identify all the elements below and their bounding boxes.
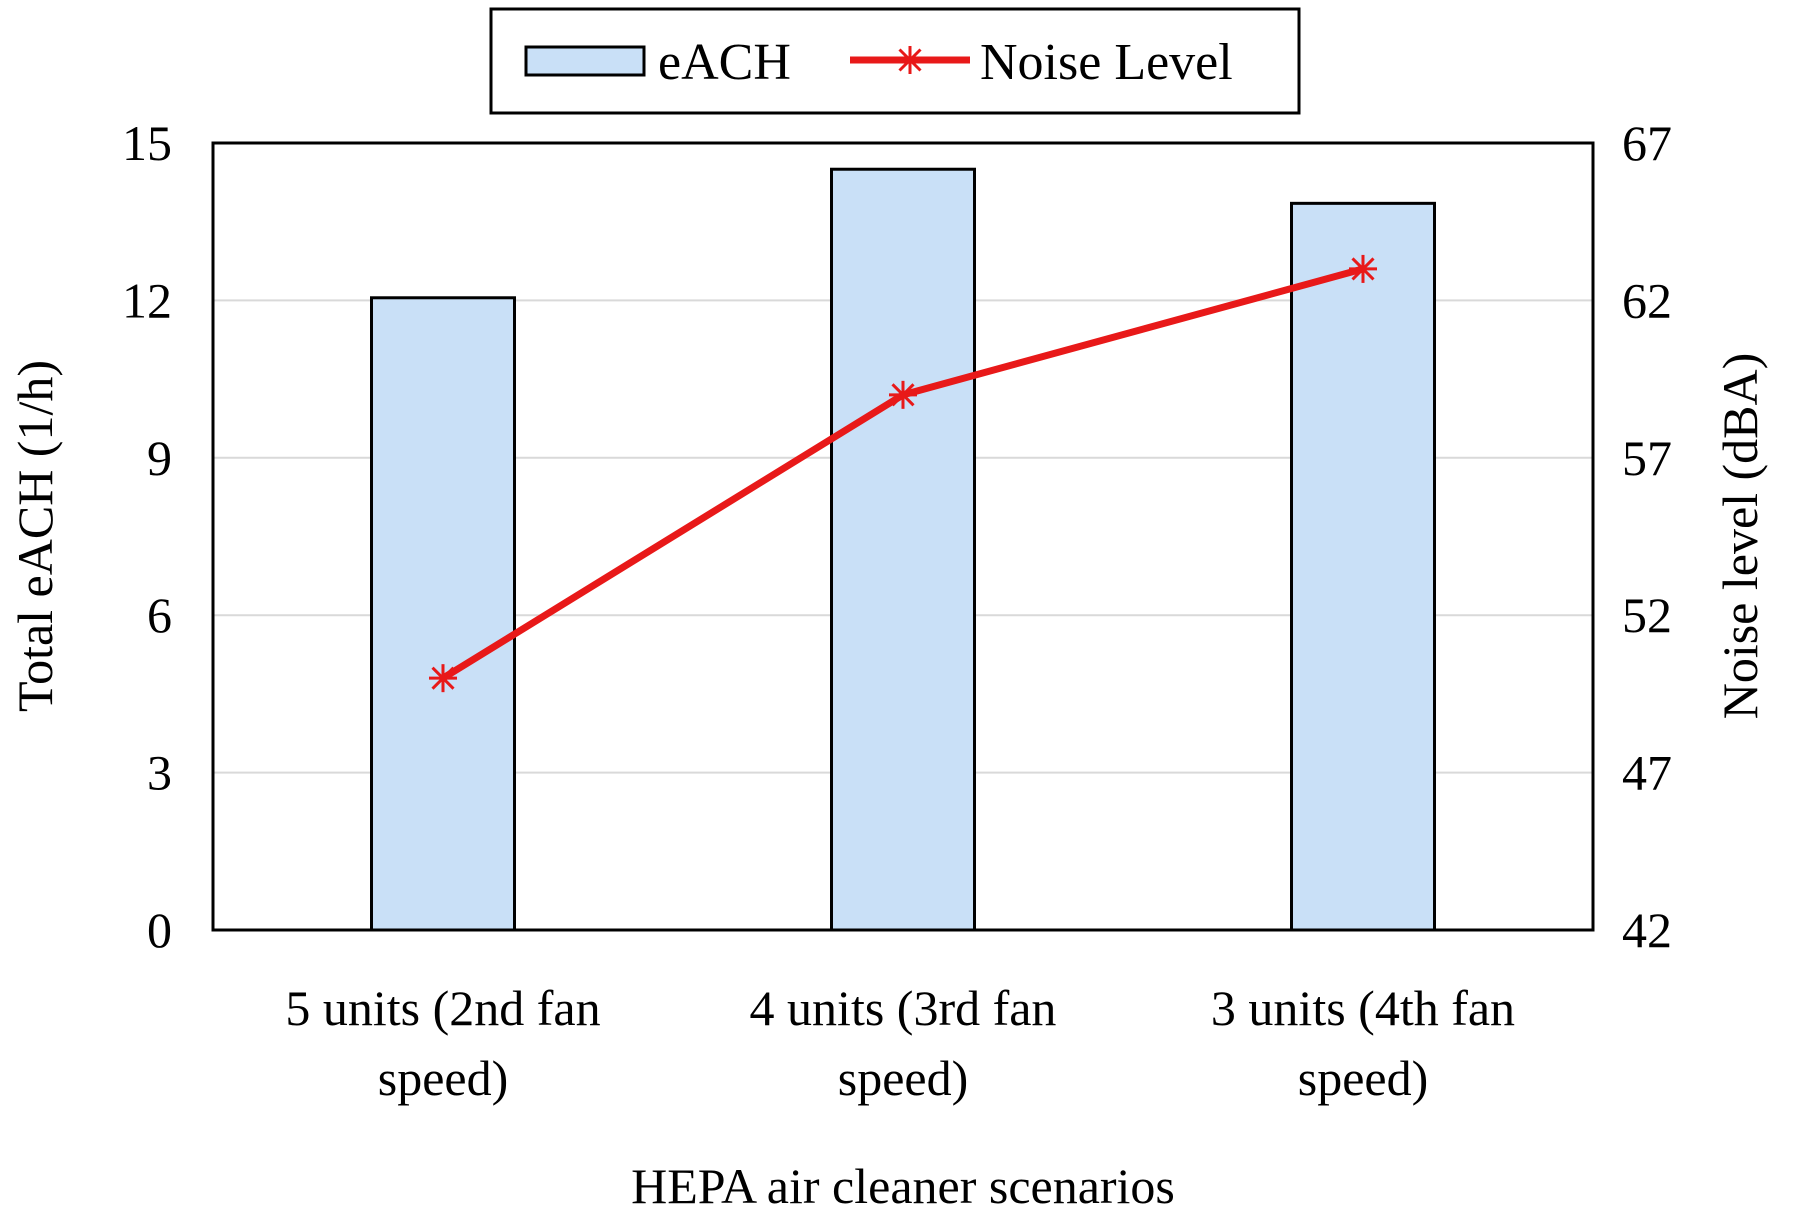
y-tick-label: 12 bbox=[122, 272, 172, 328]
legend-label-noise: Noise Level bbox=[980, 34, 1233, 91]
bar-each bbox=[370, 296, 516, 932]
y-tick-label: 9 bbox=[147, 430, 172, 486]
y-axis-title: Total eACH (1/h) bbox=[7, 360, 63, 712]
x-category-label: 5 units (2nd fan speed) bbox=[285, 980, 600, 1106]
y-tick-label: 3 bbox=[147, 745, 172, 801]
y-tick-label: 0 bbox=[147, 902, 172, 958]
y-axis-ticks: 0 3 6 9 12 15 bbox=[122, 115, 172, 958]
noise-level-marker bbox=[429, 664, 457, 693]
y2-tick-label: 67 bbox=[1622, 115, 1672, 171]
y2-tick-label: 52 bbox=[1622, 587, 1672, 643]
noise-level-marker bbox=[1349, 254, 1377, 283]
y2-tick-label: 47 bbox=[1622, 745, 1672, 801]
y-tick-label: 6 bbox=[147, 587, 172, 643]
x-category-label: 4 units (3rd fan speed) bbox=[750, 980, 1057, 1106]
noise-line bbox=[429, 254, 1377, 693]
plot-area-frame bbox=[211, 141, 1595, 932]
y2-axis-ticks: 42 47 52 57 62 67 bbox=[1622, 115, 1672, 958]
x-axis-title: HEPA air cleaner scenarios bbox=[631, 1158, 1175, 1214]
legend: eACH Noise Level bbox=[489, 7, 1301, 115]
bars bbox=[370, 167, 1436, 932]
y-tick-label: 15 bbox=[122, 115, 172, 171]
legend-label-each: eACH bbox=[658, 34, 791, 91]
legend-swatch-noise-marker bbox=[896, 46, 924, 74]
y2-tick-label: 57 bbox=[1622, 430, 1672, 486]
noise-level-marker bbox=[896, 46, 924, 74]
x-axis-categories: 5 units (2nd fan speed) 4 units (3rd fan sp… bbox=[285, 980, 1515, 1106]
bar-each bbox=[1290, 201, 1436, 932]
x-category-label: 3 units (4th fan speed) bbox=[1211, 980, 1515, 1106]
y2-tick-label: 62 bbox=[1622, 272, 1672, 328]
legend-swatch-each bbox=[524, 45, 646, 77]
noise-level-marker bbox=[889, 380, 917, 409]
bar-each bbox=[830, 167, 976, 932]
y2-axis-title: Noise level (dBA) bbox=[1712, 353, 1768, 720]
y2-tick-label: 42 bbox=[1622, 902, 1672, 958]
